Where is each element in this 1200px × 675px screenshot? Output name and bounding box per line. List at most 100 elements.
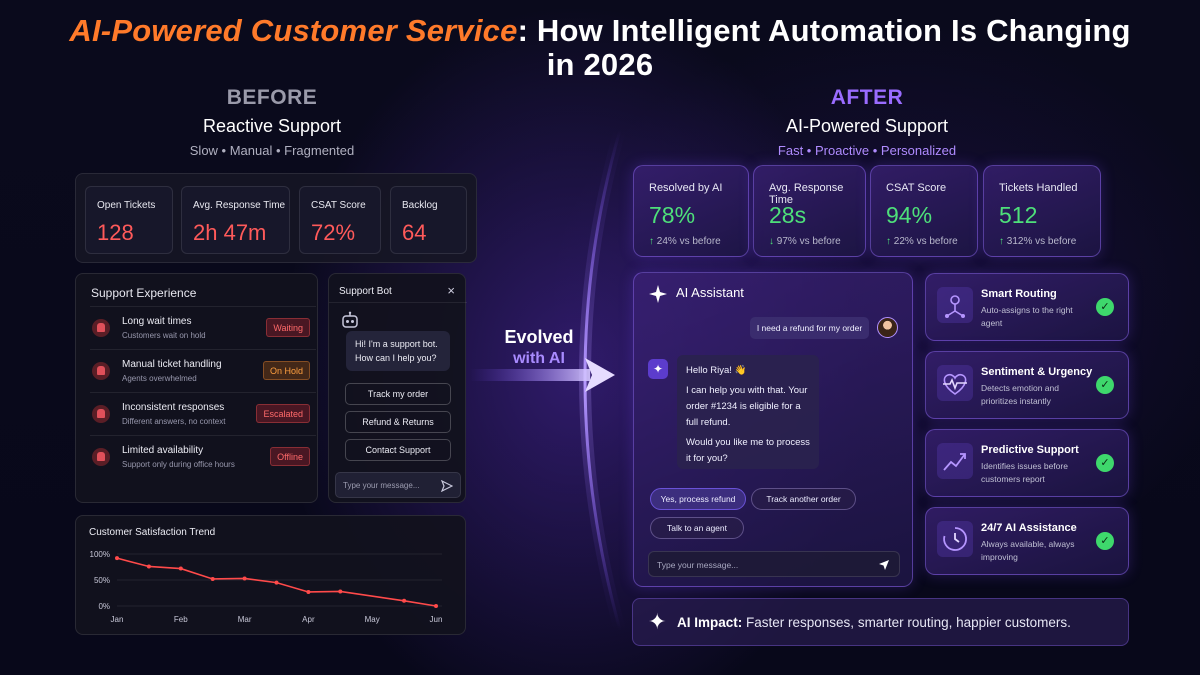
status-badge: On Hold bbox=[262, 361, 310, 380]
status-badge: Waiting bbox=[266, 318, 310, 337]
arrow-down-icon: ↓ bbox=[769, 236, 774, 247]
data-point bbox=[306, 589, 311, 594]
y-tick-label: 100% bbox=[90, 550, 110, 559]
assistant-message-input[interactable] bbox=[657, 557, 857, 573]
list-item: Long wait times Customers wait on hold W… bbox=[90, 306, 316, 346]
kpi-value: 78% bbox=[649, 202, 696, 228]
robot-icon bbox=[342, 311, 358, 328]
alert-icon bbox=[92, 405, 110, 423]
sparkle-icon: ✦ bbox=[648, 609, 667, 634]
ai-reply-question: Would you like me to process it for you? bbox=[686, 437, 810, 464]
data-point bbox=[146, 564, 151, 569]
headline-line2: in 2026 bbox=[546, 47, 654, 82]
refund-returns-button[interactable]: Refund & Returns bbox=[345, 411, 451, 433]
check-icon: ✓ bbox=[1096, 298, 1114, 316]
sparkle-icon bbox=[649, 285, 667, 303]
track-order-button[interactable]: Track my order bbox=[345, 383, 451, 405]
headline-rest: : How Intelligent Automation Is Changing bbox=[517, 13, 1131, 48]
kpi-change-text: 97% vs before bbox=[776, 236, 841, 247]
alert-icon bbox=[92, 319, 110, 337]
support-experience-title: Support Experience bbox=[91, 286, 197, 300]
after-subtitle: Fast • Proactive • Personalized bbox=[777, 143, 957, 158]
evolved-line2: with AI bbox=[513, 350, 565, 367]
check-icon: ✓ bbox=[1096, 454, 1114, 472]
kpi-label: Avg. Response Time bbox=[193, 200, 286, 211]
evolved-label: Evolved with AI bbox=[504, 327, 574, 369]
kpi-label: CSAT Score bbox=[886, 182, 947, 194]
kpi-value: 28s bbox=[769, 202, 807, 228]
feature-title: Sentiment & Urgency bbox=[981, 366, 1093, 378]
data-point bbox=[210, 576, 215, 581]
kpi-value: 2h 47m bbox=[193, 220, 267, 245]
support-experience-panel: Support Experience Long wait times Custo… bbox=[75, 273, 318, 503]
process-refund-chip[interactable]: Yes, process refund bbox=[650, 488, 746, 510]
transition-glow bbox=[470, 128, 626, 632]
avatar bbox=[877, 317, 898, 338]
data-point bbox=[115, 556, 119, 561]
check-icon: ✓ bbox=[1096, 532, 1114, 550]
item-title: Long wait times bbox=[122, 316, 192, 327]
feature-smart-routing: Smart Routing Auto-assigns to the right … bbox=[925, 273, 1129, 341]
x-tick-label: Jan bbox=[111, 615, 124, 624]
bot-message-box bbox=[335, 472, 461, 498]
kpi-label: CSAT Score bbox=[311, 200, 366, 211]
send-icon[interactable] bbox=[441, 480, 453, 492]
after-tag: AFTER bbox=[830, 86, 904, 109]
kpi-resolved-by-ai: Resolved by AI 78% ↑ 24% vs before bbox=[633, 165, 749, 257]
data-point bbox=[274, 580, 279, 585]
before-heading: BEFORE Reactive Support Slow • Manual • … bbox=[122, 86, 422, 158]
feature-predictive-support: Predictive Support Identifies issues bef… bbox=[925, 429, 1129, 497]
trend-icon bbox=[937, 443, 973, 479]
kpi-tickets-handled: Tickets Handled 512 ↑ 312% vs before bbox=[983, 165, 1101, 257]
support-bot-panel: Support Bot × Hi! I'm a support bot. How… bbox=[328, 273, 467, 503]
kpi-label: Open Tickets bbox=[97, 200, 156, 211]
ai-assistant-panel: AI Assistant I need a refund for my orde… bbox=[633, 272, 913, 587]
talk-to-agent-chip[interactable]: Talk to an agent bbox=[650, 517, 744, 539]
user-message: I need a refund for my order bbox=[750, 317, 869, 339]
kpi-label: Resolved by AI bbox=[649, 182, 723, 194]
kpi-label: Avg. Response Time bbox=[769, 182, 844, 206]
kpi-change-text: 22% vs before bbox=[893, 236, 958, 247]
feature-title: 24/7 AI Assistance bbox=[981, 522, 1077, 534]
kpi-change: ↑ 312% vs before bbox=[999, 236, 1076, 247]
list-item: Inconsistent responses Different answers… bbox=[90, 392, 316, 432]
x-tick-label: Jun bbox=[430, 615, 443, 624]
check-icon: ✓ bbox=[1096, 376, 1114, 394]
series-line bbox=[116, 557, 437, 607]
y-tick-label: 50% bbox=[94, 576, 110, 585]
heartbeat-icon bbox=[937, 365, 973, 401]
divider bbox=[329, 302, 467, 303]
before-subtitle: Slow • Manual • Fragmented bbox=[189, 143, 355, 158]
arrow-up-icon: ↑ bbox=[649, 236, 654, 247]
feature-subtitle: Identifies issues before customers repor… bbox=[981, 461, 1068, 484]
x-tick-label: May bbox=[365, 615, 380, 624]
feature-sentiment-urgency: Sentiment & Urgency Detects emotion and … bbox=[925, 351, 1129, 419]
kpi-change: ↑ 22% vs before bbox=[886, 236, 958, 247]
item-title: Inconsistent responses bbox=[122, 402, 225, 413]
list-item: Limited availability Support only during… bbox=[90, 435, 316, 475]
kpi-csat-after: CSAT Score 94% ↑ 22% vs before bbox=[870, 165, 978, 257]
before-tag: BEFORE bbox=[226, 86, 318, 109]
clock-icon bbox=[937, 521, 973, 557]
ai-assistant-title: AI Assistant bbox=[676, 285, 744, 300]
kpi-csat: CSAT Score 72% bbox=[299, 186, 381, 254]
ai-reply-greeting: Hello Riya! 👋 bbox=[686, 365, 747, 376]
y-tick-label: 0% bbox=[98, 602, 110, 611]
satisfaction-chart: 100% 50% 0%Jan Feb Mar Apr May Jun bbox=[90, 550, 443, 624]
data-point bbox=[338, 589, 343, 594]
feature-subtitle: Detects emotion and prioritizes instantl… bbox=[981, 383, 1059, 406]
kpi-avg-response: Avg. Response Time 2h 47m bbox=[181, 186, 290, 254]
item-subtitle: Customers wait on hold bbox=[122, 331, 206, 340]
alert-icon bbox=[92, 448, 110, 466]
bot-message-input[interactable] bbox=[343, 478, 439, 493]
ai-impact-label: AI Impact: bbox=[677, 615, 743, 630]
item-subtitle: Support only during office hours bbox=[122, 460, 235, 469]
list-item: Manual ticket handling Agents overwhelme… bbox=[90, 349, 316, 389]
kpi-change-text: 24% vs before bbox=[656, 236, 721, 247]
close-icon[interactable]: × bbox=[447, 283, 455, 298]
assistant-message-box bbox=[648, 551, 900, 577]
kpi-change: ↓ 97% vs before bbox=[769, 236, 841, 247]
track-another-order-chip[interactable]: Track another order bbox=[751, 488, 856, 510]
contact-support-button[interactable]: Contact Support bbox=[345, 439, 451, 461]
send-icon[interactable] bbox=[878, 559, 890, 571]
